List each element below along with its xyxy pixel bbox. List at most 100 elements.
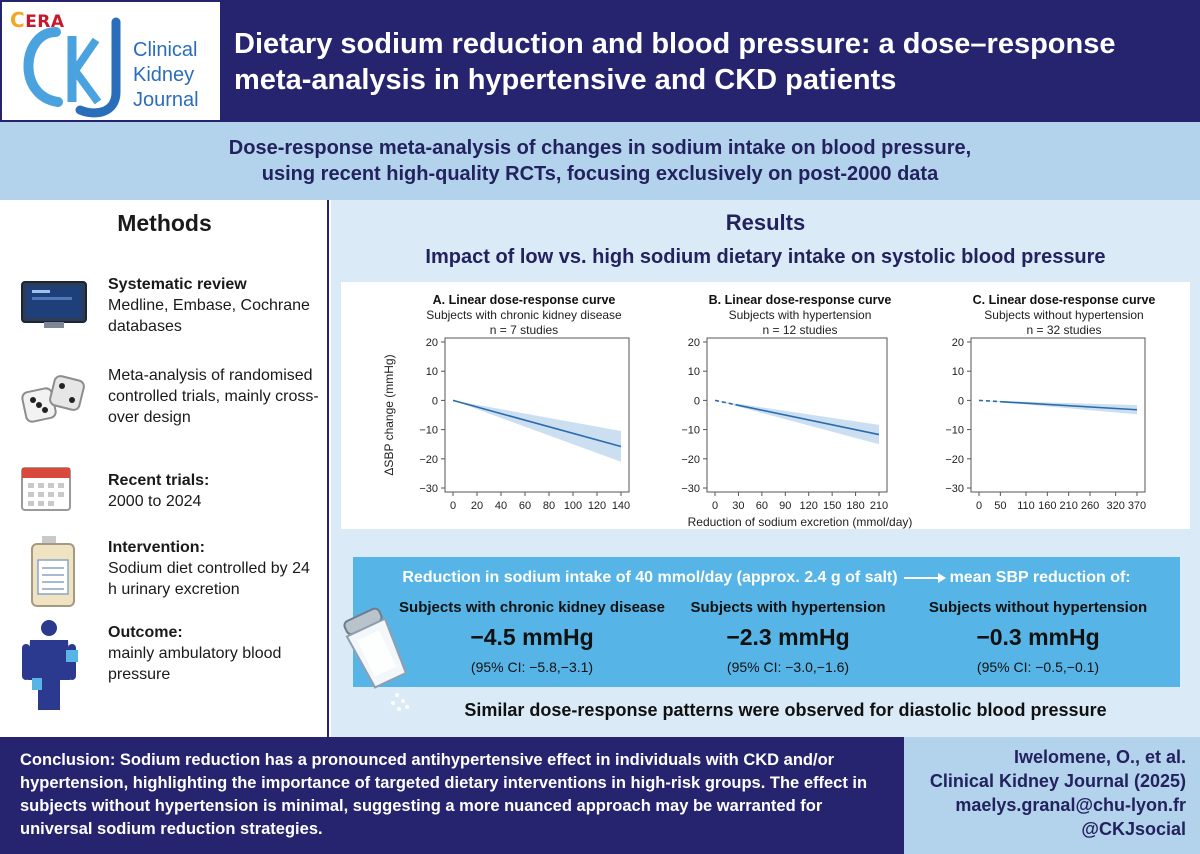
chart-2-note: n = 32 studies (1026, 323, 1101, 337)
chart-2-xtick-label: 160 (1038, 500, 1056, 512)
chart-2-ytick-label: −30 (945, 483, 964, 495)
subtitle-line-1: Dose-response meta-analysis of changes i… (228, 137, 972, 159)
chart-1-ci-band (715, 400, 879, 445)
chart-1-xtick-label: 180 (846, 500, 864, 512)
chart-2-frame (970, 337, 1146, 493)
journal-logo[interactable]: CERA Clinical Kidney Journal (0, 0, 222, 122)
chart-0-line (452, 399, 622, 448)
method-intervention: Intervention: Sodium diet controlled by 2… (108, 539, 310, 598)
chart-0-xtick-label: 60 (519, 500, 531, 512)
diastolic-footnote: Similar dose-response patterns were obse… (464, 700, 1107, 720)
citation-journal: Clinical Kidney Journal (2025) (929, 771, 1186, 791)
chart-1-ytick-label: −30 (681, 483, 700, 495)
summary-heading: Reduction in sodium intake of 40 mmol/da… (402, 569, 1131, 586)
method-outcome: Outcome: mainly ambulatory blood pressure (108, 624, 282, 683)
chart-0-xtick-label: 120 (588, 500, 606, 512)
chart-1-line (738, 404, 880, 436)
subtitle-line-2: using recent high-quality RCTs, focusing… (261, 163, 939, 185)
subtitle-banner: Dose-response meta-analysis of changes i… (0, 122, 1200, 200)
chart-0-xtick-label: 40 (495, 500, 507, 512)
methods-heading: Methods (117, 210, 212, 236)
chart-2-ytick-label: −10 (945, 425, 964, 437)
chart-2-line-dashed (978, 399, 1001, 403)
summary-ckd: Subjects with chronic kidney disease −4.… (399, 599, 665, 675)
summary-hypertension: Subjects with hypertension −2.3 mmHg (95… (690, 599, 886, 675)
chart-2-xtick-label: 110 (1017, 500, 1035, 512)
chart-1-xtick-label: 30 (732, 500, 744, 512)
chart-0-xtick-label: 100 (564, 500, 582, 512)
chart-0-frame (444, 337, 630, 493)
salt-shaker-icon (343, 607, 409, 711)
chart-0-xtick-label: 140 (612, 500, 630, 512)
chart-1-ytick-label: −10 (681, 425, 700, 437)
chart-1-note: n = 12 studies (762, 323, 837, 337)
method-recent-trials: Recent trials: 2000 to 2024 (108, 472, 210, 510)
chart-2-xtick-label: 210 (1059, 500, 1077, 512)
chart-2-xtick-label: 260 (1081, 500, 1099, 512)
methods-panel: Methods Systematic review Medline, Embase… (0, 200, 329, 737)
chart-2-line (1000, 400, 1138, 411)
chart-0-ytick-label: −30 (419, 483, 438, 495)
chart-1-frame (706, 337, 888, 493)
chart-0-ci-band (453, 400, 621, 462)
chart-1-ytick-label: 0 (694, 395, 700, 407)
citation-social[interactable]: @CKJsocial (1081, 819, 1186, 839)
chart-1-title: B. Linear dose-response curve (709, 293, 892, 307)
urine-container-icon (31, 536, 75, 607)
header-banner: CERA Clinical Kidney Journal Dietary sod… (0, 0, 1200, 122)
results-panel: Results Impact of low vs. high sodium di… (331, 200, 1200, 737)
chart-0-subtitle: Subjects with chronic kidney disease (426, 308, 622, 322)
ckj-logo-icon (23, 17, 121, 118)
results-heading: Results (725, 210, 806, 235)
calendar-icon (21, 467, 71, 511)
chart-1-ytick-label: 20 (688, 337, 700, 349)
summary-normotensive: Subjects without hypertension −0.3 mmHg … (928, 599, 1148, 675)
summary-box: Reduction in sodium intake of 40 mmol/da… (353, 557, 1180, 687)
results-subheading: Impact of low vs. high sodium dietary in… (425, 246, 1106, 268)
page-title: Dietary sodium reduction and blood press… (234, 28, 1116, 96)
chart-2-xtick-label: 0 (976, 500, 982, 512)
chart-2-xtick-label: 370 (1128, 500, 1146, 512)
dice-icon (21, 375, 85, 423)
chart-1-xtick-label: 90 (779, 500, 791, 512)
chart-2-ytick-label: 10 (952, 366, 964, 378)
chart-0-title: A. Linear dose-response curve (433, 293, 616, 307)
chart-0-ylabel: ΔSBP change (mmHg) (382, 354, 396, 475)
chart-0-note: n = 7 studies (490, 323, 558, 337)
bp-monitor-person-icon (22, 620, 78, 710)
chart-2-title: C. Linear dose-response curve (973, 293, 1156, 307)
chart-0-ytick-label: 0 (432, 395, 438, 407)
chart-1-xtick-label: 210 (870, 500, 888, 512)
chart-2-ytick-label: 20 (952, 337, 964, 349)
chart-0-ytick-label: 20 (426, 337, 438, 349)
method-systematic-review: Systematic review Medline, Embase, Cochra… (108, 276, 310, 335)
footer-banner: Conclusion: Sodium reduction has a prono… (0, 737, 1200, 854)
chart-1-ytick-label: −20 (681, 454, 700, 466)
logo-text: Clinical Kidney Journal (133, 39, 199, 111)
chart-0-ytick-label: −10 (419, 425, 438, 437)
chart-1-xtick-label: 150 (823, 500, 841, 512)
chart-0-ytick-label: −20 (419, 454, 438, 466)
chart-2-xtick-label: 50 (994, 500, 1006, 512)
chart-1-xtick-label: 60 (756, 500, 768, 512)
chart-0-xtick-label: 80 (543, 500, 555, 512)
chart-0-xtick-label: 0 (450, 500, 456, 512)
chart-1-subtitle: Subjects with hypertension (729, 308, 872, 322)
chart-1-xlabel: Reduction of sodium excretion (mmol/day) (688, 515, 913, 529)
chart-2-ytick-label: −20 (945, 454, 964, 466)
citation-email[interactable]: maelys.granal@chu-lyon.fr (955, 795, 1186, 815)
chart-1-ytick-label: 10 (688, 366, 700, 378)
method-meta-analysis: Meta-analysis of randomised controlled t… (108, 367, 319, 426)
chart-1-xtick-label: 0 (712, 500, 718, 512)
chart-2-subtitle: Subjects without hypertension (984, 308, 1143, 322)
chart-0-xtick-label: 20 (471, 500, 483, 512)
chart-0-ytick-label: 10 (426, 366, 438, 378)
citation-authors: Iwelomene, O., et al. (1013, 747, 1186, 767)
era-logo: CERA (10, 8, 65, 32)
chart-2-xtick-label: 320 (1106, 500, 1124, 512)
dose-response-charts: A. Linear dose-response curve Subjects wi… (341, 282, 1190, 529)
monitor-icon (21, 281, 87, 328)
chart-1-xtick-label: 120 (800, 500, 818, 512)
conclusion-text: Conclusion: Sodium reduction has a prono… (20, 751, 868, 838)
